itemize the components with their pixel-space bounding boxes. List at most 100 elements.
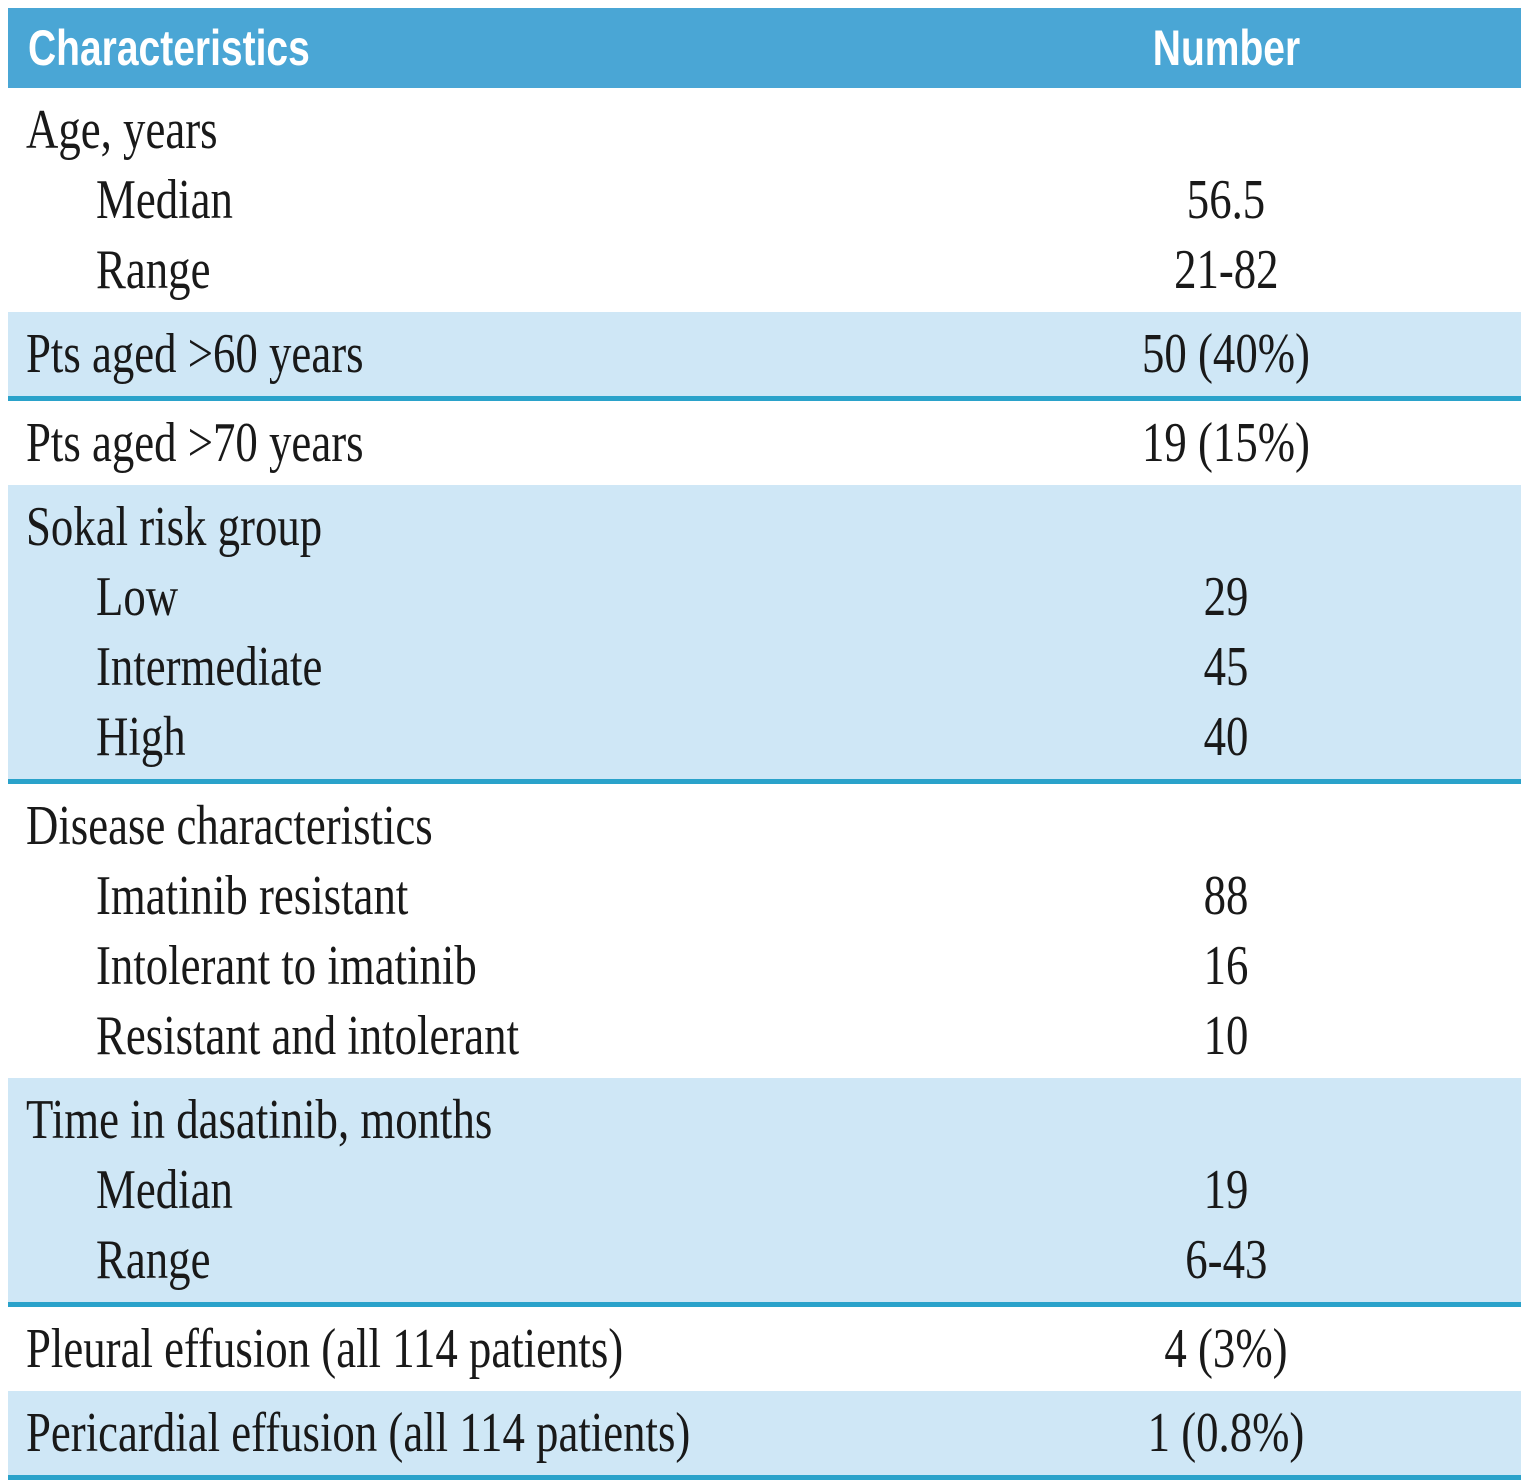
row-value: 50 (40%) <box>1142 323 1310 385</box>
row-value-cell: 40 <box>1001 705 1451 769</box>
row-label-cell: Sokal risk group <box>8 495 1001 559</box>
row-value: 56.5 <box>1186 169 1266 231</box>
row-value: 16 <box>1203 935 1249 997</box>
row-value: 29 <box>1203 566 1249 628</box>
table-row: Resistant and intolerant 10 <box>8 1001 1521 1071</box>
row-label: Sokal risk group <box>26 496 323 558</box>
row-value-cell <box>1001 98 1451 162</box>
table-row: Pts aged >60 years 50 (40%) <box>8 319 1521 389</box>
row-label-cell: Time in dasatinib, months <box>8 1088 1001 1152</box>
row-value-cell: 19 <box>1001 1158 1451 1222</box>
row-value-cell: 1 (0.8%) <box>1001 1401 1451 1465</box>
table-row: Pleural effusion (all 114 patients) 4 (3%… <box>8 1314 1521 1384</box>
column-header-number-label: Number <box>1152 20 1300 76</box>
row-value-cell <box>1001 794 1451 858</box>
section-band: Age, years Median 56.5 Range 21-82 <box>8 88 1521 312</box>
row-label: Intermediate <box>96 636 323 698</box>
table-row: Age, years <box>8 95 1521 165</box>
row-value: 21-82 <box>1173 239 1279 301</box>
row-label-cell: Low <box>8 565 1001 629</box>
row-value: 45 <box>1203 636 1249 698</box>
row-label: Imatinib resistant <box>96 865 409 927</box>
row-label: Pts aged >70 years <box>26 412 364 474</box>
table-row: Median 19 <box>8 1155 1521 1225</box>
row-value: 19 (15%) <box>1142 412 1310 474</box>
table-row: Median 56.5 <box>8 165 1521 235</box>
table-row: Sokal risk group <box>8 492 1521 562</box>
table-row: Time in dasatinib, months <box>8 1085 1521 1155</box>
column-header-characteristics: Characteristics <box>8 19 1001 77</box>
row-value-cell: 56.5 <box>1001 168 1451 232</box>
row-value-cell: 19 (15%) <box>1001 411 1451 475</box>
row-label: Low <box>96 566 179 628</box>
section-band: Pts aged >70 years 19 (15%) <box>8 401 1521 485</box>
row-value-cell: 16 <box>1001 934 1451 998</box>
row-label-cell: Resistant and intolerant <box>8 1004 1001 1068</box>
table-row: Low 29 <box>8 562 1521 632</box>
row-value-cell: 4 (3%) <box>1001 1317 1451 1381</box>
row-value-cell: 88 <box>1001 864 1451 928</box>
row-value-cell: 45 <box>1001 635 1451 699</box>
row-label: Pts aged >60 years <box>26 323 364 385</box>
row-label-cell: Intermediate <box>8 635 1001 699</box>
row-label-cell: Pts aged >60 years <box>8 322 1001 386</box>
table-row: Pericardial effusion (all 114 patients) 1… <box>8 1398 1521 1468</box>
row-label-cell: Intolerant to imatinib <box>8 934 1001 998</box>
column-header-characteristics-label: Characteristics <box>28 20 310 76</box>
row-label-cell: Range <box>8 1228 1001 1292</box>
table-row: Range 21-82 <box>8 235 1521 305</box>
row-value-cell: 6-43 <box>1001 1228 1451 1292</box>
row-value: 88 <box>1203 865 1249 927</box>
row-value-cell: 10 <box>1001 1004 1451 1068</box>
table-row: Intermediate 45 <box>8 632 1521 702</box>
table-row: Range 6-43 <box>8 1225 1521 1295</box>
patient-characteristics-table: Characteristics Number Age, years Median 5… <box>8 8 1521 1480</box>
section-band: Sokal risk group Low 29 Intermediate 45 High 4… <box>8 485 1521 784</box>
table-row: Disease characteristics <box>8 791 1521 861</box>
section-band: Pts aged >60 years 50 (40%) <box>8 312 1521 401</box>
row-label: Resistant and intolerant <box>96 1005 520 1067</box>
row-label: Pleural effusion (all 114 patients) <box>26 1318 624 1380</box>
table-row: High 40 <box>8 702 1521 772</box>
row-label-cell: High <box>8 705 1001 769</box>
row-label: Range <box>96 1229 211 1291</box>
row-label-cell: Median <box>8 168 1001 232</box>
section-band: Pericardial effusion (all 114 patients) 1… <box>8 1391 1521 1480</box>
row-label-cell: Age, years <box>8 98 1001 162</box>
row-label: Time in dasatinib, months <box>26 1089 493 1151</box>
row-label: Pericardial effusion (all 114 patients) <box>26 1402 691 1464</box>
row-label: High <box>96 706 186 768</box>
row-label-cell: Pts aged >70 years <box>8 411 1001 475</box>
section-band: Pleural effusion (all 114 patients) 4 (3%… <box>8 1307 1521 1391</box>
table-row: Pts aged >70 years 19 (15%) <box>8 408 1521 478</box>
row-value: 4 (3%) <box>1164 1318 1288 1380</box>
row-value: 6-43 <box>1184 1229 1268 1291</box>
row-value-cell <box>1001 1088 1451 1152</box>
row-value-cell: 21-82 <box>1001 238 1451 302</box>
row-value: 1 (0.8%) <box>1147 1402 1305 1464</box>
row-value-cell: 29 <box>1001 565 1451 629</box>
table-header-row: Characteristics Number <box>8 8 1521 88</box>
row-label-cell: Imatinib resistant <box>8 864 1001 928</box>
row-value-cell: 50 (40%) <box>1001 322 1451 386</box>
section-band: Time in dasatinib, months Median 19 Range 6-… <box>8 1078 1521 1307</box>
row-value: 40 <box>1203 706 1249 768</box>
row-value-cell <box>1001 495 1451 559</box>
row-label: Median <box>96 1159 233 1221</box>
row-label-cell: Median <box>8 1158 1001 1222</box>
row-label-cell: Pericardial effusion (all 114 patients) <box>8 1401 1001 1465</box>
table-row: Imatinib resistant 88 <box>8 861 1521 931</box>
row-value: 19 <box>1203 1159 1249 1221</box>
row-label: Range <box>96 239 211 301</box>
table-body: Age, years Median 56.5 Range 21-82 Pts aged >… <box>8 88 1521 1480</box>
row-label: Intolerant to imatinib <box>96 935 477 997</box>
row-value: 10 <box>1203 1005 1249 1067</box>
row-label: Age, years <box>26 99 218 161</box>
section-band: Disease characteristics Imatinib resistan… <box>8 784 1521 1078</box>
row-label-cell: Range <box>8 238 1001 302</box>
row-label-cell: Disease characteristics <box>8 794 1001 858</box>
row-label-cell: Pleural effusion (all 114 patients) <box>8 1317 1001 1381</box>
table-row: Intolerant to imatinib 16 <box>8 931 1521 1001</box>
column-header-number: Number <box>1001 19 1451 77</box>
row-label: Disease characteristics <box>26 795 433 857</box>
